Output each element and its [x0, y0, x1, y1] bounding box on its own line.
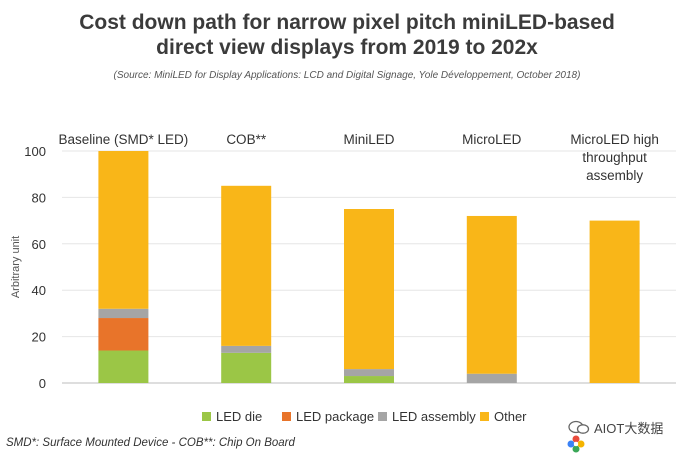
legend-swatch	[378, 412, 387, 421]
watermark-text: AIOT大数据	[594, 421, 664, 436]
title-line-2: direct view displays from 2019 to 202x	[156, 36, 538, 59]
chart-title: Cost down path for narrow pixel pitch mi…	[0, 10, 694, 60]
legend-label: LED assembly	[392, 409, 476, 424]
bar-segment	[344, 209, 394, 370]
bar-segment	[98, 151, 149, 309]
category-label: COB**	[226, 132, 267, 147]
legend-swatch	[480, 412, 489, 421]
legend-label: Other	[494, 409, 527, 424]
bar-segment	[98, 308, 149, 319]
category-label: MicroLED	[462, 132, 522, 147]
y-tick-label: 40	[32, 283, 46, 298]
bar-segment	[466, 373, 517, 383]
bar-segment	[221, 352, 272, 383]
title-line-1: Cost down path for narrow pixel pitch mi…	[79, 11, 615, 34]
bar-segment	[466, 215, 517, 374]
wechat-logo-icon	[568, 420, 590, 434]
bar-segment	[589, 220, 640, 383]
bar-segment	[344, 376, 394, 383]
legend-label: LED package	[296, 409, 374, 424]
y-tick-label: 0	[39, 376, 46, 391]
category-label: assembly	[586, 168, 643, 183]
category-label: throughput	[582, 150, 647, 165]
category-label: MicroLED high	[570, 132, 659, 147]
legend-swatch	[202, 412, 211, 421]
bar-segment	[98, 350, 149, 383]
bar-segment	[344, 369, 394, 377]
y-tick-label: 100	[24, 144, 46, 159]
flower-logo-icon	[567, 435, 585, 453]
y-axis-label: Arbitrary unit	[10, 236, 22, 298]
y-tick-label: 80	[32, 190, 46, 205]
chart-footnote: SMD*: Surface Mounted Device - COB**: Ch…	[6, 437, 295, 449]
bar-segment	[221, 345, 272, 353]
y-tick-label: 20	[32, 330, 46, 345]
legend-label: LED die	[216, 409, 262, 424]
bar-segment	[98, 318, 149, 351]
bar-segment	[221, 185, 272, 346]
category-label: Baseline (SMD* LED)	[59, 132, 189, 147]
y-tick-label: 60	[32, 237, 46, 252]
chart-source: (Source: MiniLED for Display Application…	[113, 70, 581, 81]
category-label: MiniLED	[343, 132, 394, 147]
legend-swatch	[282, 412, 291, 421]
